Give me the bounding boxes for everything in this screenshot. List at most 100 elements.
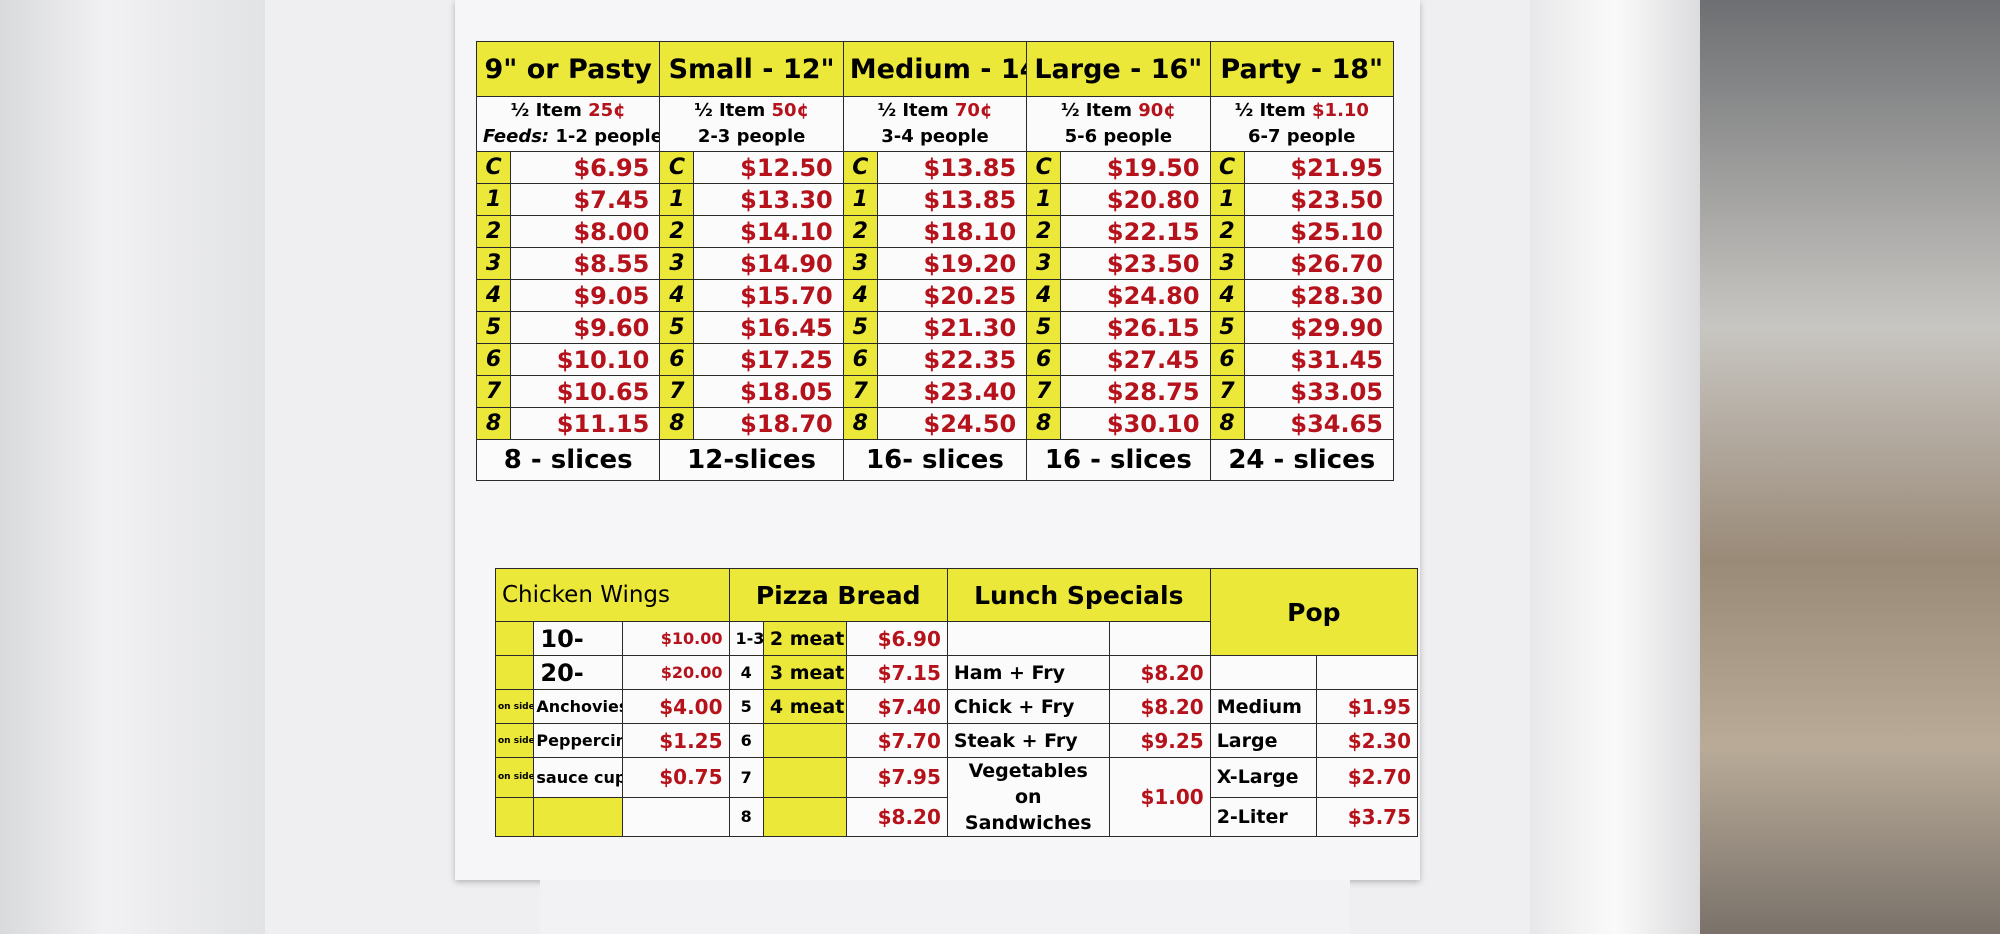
topping-code: 5 [842,311,878,344]
pizza-price: $23.50 [1243,183,1395,216]
topping-code: 8 [842,407,878,440]
feeds-line: 2-3 people [666,124,836,150]
pop-size: X-Large [1209,757,1317,798]
half-item-line: ½ Item 70¢ [850,98,1020,124]
bread-qty: 1-3 [728,621,764,656]
bread-meat: 2 meat [762,621,847,656]
wings-item: 20- [533,655,624,690]
lunch-price: $8.20 [1108,689,1211,724]
pizza-price: $26.15 [1060,311,1211,344]
pizza-price: $22.35 [876,343,1028,376]
half-item-line: ½ Item $1.10 [1217,98,1387,124]
half-item-price: 90¢ [1138,100,1176,121]
topping-code: 6 [842,343,878,376]
pop-size: Large [1209,723,1317,758]
topping-code: 7 [842,375,878,408]
lunch-price: $8.20 [1108,655,1211,690]
pop-price: $3.75 [1315,796,1419,837]
pop-title: Pop [1209,568,1419,656]
bread-meat: 4 meat [762,689,847,724]
pizza-price: $9.60 [510,311,661,344]
price-row: 8 $11.15 8 $18.70 8 $24.50 8 $30.10 8 $34.65 [475,407,1395,440]
extras-row: on side sauce cup $0.75 7 $7.95 Vegetables on… [494,757,1419,837]
slices: 12-slices [659,439,844,481]
bread-price: $7.40 [845,689,948,724]
lunch-price: $1.00 [1108,757,1211,837]
topping-code: 5 [1026,311,1062,344]
wings-item: 10- [533,621,624,656]
paper-below [540,880,1350,934]
half-item-label: ½ Item [877,100,949,121]
price-row: 4 $9.05 4 $15.70 4 $20.25 4 $24.80 4 $28.30 [475,279,1395,312]
size-header: Small - 12" [659,41,844,97]
feeds: 6-7 people [1248,126,1356,147]
topping-code: 2 [1026,215,1062,248]
topping-code: 2 [659,215,695,248]
pizza-price: $18.10 [876,215,1028,248]
feeds-line: 5-6 people [1033,124,1203,150]
wings-title: Chicken Wings [495,568,730,622]
empty-cell [533,796,624,837]
topping-code: 3 [842,247,878,280]
topping-code: C [659,151,695,184]
size-info: ½ Item 70¢ 3-4 people [842,96,1028,152]
pizza-price: $24.80 [1060,279,1211,312]
topping-code: C [1209,151,1245,184]
topping-code: 4 [659,279,695,312]
topping-code: 3 [1209,247,1245,280]
pop-size: Medium [1209,689,1317,724]
topping-code: 3 [659,247,695,280]
extras-row: 8 $8.20 2-Liter $3.75 [494,796,1419,837]
topping-code: 1 [1209,183,1245,216]
pop-price: $2.70 [1315,757,1419,798]
pizza-price: $23.50 [1060,247,1211,280]
pizza-price: $23.40 [876,375,1028,408]
topping-code: 4 [475,279,512,312]
pizza-price: $19.50 [1060,151,1211,184]
empty-cell [946,621,1110,656]
price-row: 3 $8.55 3 $14.90 3 $19.20 3 $23.50 3 $26.70 [475,247,1395,280]
pizza-price: $14.10 [693,215,844,248]
half-item-label: ½ Item [1060,100,1132,121]
pizza-price: $24.50 [876,407,1028,440]
topping-code: 5 [475,311,512,344]
half-item-label: ½ Item [510,100,582,121]
topping-code: 1 [659,183,695,216]
pop-size: 2-Liter [1209,796,1317,837]
pop-price: $1.95 [1315,689,1419,724]
empty-cell [1108,621,1211,656]
feeds-line: 3-4 people [850,124,1020,150]
pizza-price: $28.75 [1060,375,1211,408]
pizza-price: $13.30 [693,183,844,216]
feeds: 1-2 people [555,126,660,147]
topping-code: 6 [1026,343,1062,376]
header-row: Chicken Wings Pizza Bread Lunch Specials Po… [495,568,1419,656]
door-frame [0,0,265,934]
slices: 16- slices [842,439,1028,481]
empty-cell [1315,655,1419,690]
bread-qty: 7 [728,757,764,798]
topping-code: 8 [1209,407,1245,440]
pizza-price: $25.10 [1243,215,1395,248]
price-row: C $6.95 C $12.50 C $13.85 C $19.50 C $21.95 [475,151,1395,184]
topping-code: 2 [475,215,512,248]
slices: 8 - slices [475,439,661,481]
pizza-price: $12.50 [693,151,844,184]
empty-cell [1209,655,1317,690]
pizza-price: $8.00 [510,215,661,248]
topping-code: 7 [659,375,695,408]
wings-item: sauce cup [533,757,624,798]
pizza-price: $33.05 [1243,375,1395,408]
pizza-price: $9.05 [510,279,661,312]
topping-code: 5 [1209,311,1245,344]
pizza-price: $31.45 [1243,343,1395,376]
slices: 16 - slices [1026,439,1211,481]
lunch-price: $9.25 [1108,723,1211,758]
topping-code: 4 [842,279,878,312]
wings-price: $20.00 [622,655,730,690]
wings-price: $4.00 [622,689,730,724]
wings-item: Anchovies [533,689,624,724]
pizza-price: $16.45 [693,311,844,344]
half-item-line: ½ Item 90¢ [1033,98,1203,124]
